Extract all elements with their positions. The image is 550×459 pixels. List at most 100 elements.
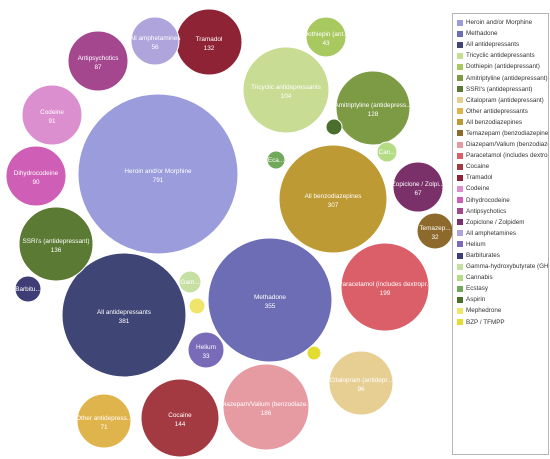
bubble-bzp[interactable] (306, 345, 322, 361)
bubble-circle-cannabis[interactable] (376, 141, 398, 163)
bubble-circle-tricyclic[interactable] (242, 46, 330, 134)
legend-item-codeine[interactable]: Codeine (457, 183, 548, 194)
legend-label-amitriptyline: Amitriptyline (antidepressant) (466, 74, 548, 82)
legend-label-ssri: SSRI's (antidepressant) (466, 85, 533, 93)
legend-item-dihydrocodeine[interactable]: Dihydrocodeine (457, 195, 548, 206)
legend-swatch-all_amphet (457, 230, 463, 237)
legend-swatch-dothiepin (457, 63, 463, 70)
bubble-cocaine[interactable]: Cocaine 144 (140, 378, 220, 458)
bubble-ghb[interactable]: Gam... (178, 270, 202, 294)
bubble-circle-all_amphet[interactable] (130, 16, 180, 66)
legend-swatch-mephedrone (457, 307, 463, 314)
legend-label-diazepam: Diazepam/Valium (benzodiazepine) (466, 141, 548, 149)
legend-item-barbiturates[interactable]: Barbiturates (457, 250, 548, 261)
legend-item-methadone[interactable]: Methadone (457, 28, 548, 39)
legend-item-zopiclone[interactable]: Zopiclone / Zolpidem (457, 217, 548, 228)
legend-item-amitriptyline[interactable]: Amitriptyline (antidepressant) (457, 72, 548, 83)
bubble-barbiturates[interactable]: Barbitu... (14, 275, 42, 303)
bubble-circle-paracetamol[interactable] (340, 242, 430, 332)
bubble-value-other_antidep: 71 (100, 424, 108, 431)
legend-item-citalopram[interactable]: Citalopram (antidepressant) (457, 95, 548, 106)
bubble-tricyclic[interactable]: Tricyclic antidepressants 104 (242, 46, 330, 134)
bubble-label-diazepam: Diazepam/Valium (benzodiaze... (220, 401, 312, 408)
bubble-circle-aspirin[interactable] (325, 118, 343, 136)
bubble-circle-bzp[interactable] (306, 345, 322, 361)
bubble-all_benzo[interactable]: All benzodiazepines 307 (278, 144, 388, 254)
bubble-methadone[interactable]: Methadone 355 (207, 237, 333, 363)
bubble-circle-antipsychotics[interactable] (67, 30, 129, 92)
legend-item-helium[interactable]: Helium (457, 239, 548, 250)
bubble-dihydrocodeine[interactable]: Dihydrocodeine 90 (5, 145, 67, 207)
bubble-circle-other_antidep[interactable] (76, 393, 132, 449)
bubble-other_antidep[interactable]: Other antidepress... 71 (76, 393, 132, 449)
legend-item-all_amphet[interactable]: All amphetamines (457, 228, 548, 239)
legend-item-tramadol[interactable]: Tramadol (457, 172, 548, 183)
legend-item-tricyclic[interactable]: Tricyclic antidepressants (457, 50, 548, 61)
legend-item-temazepam[interactable]: Temazepam (benzodiazepine) (457, 128, 548, 139)
bubble-circle-all_antidep[interactable] (61, 252, 187, 378)
bubble-dothiepin[interactable]: Dothiepin (ant... 43 (303, 16, 349, 58)
bubble-circle-zopiclone[interactable] (392, 161, 444, 213)
bubble-temazepam[interactable]: Temazep... 32 (416, 212, 454, 250)
legend-item-antipsychotics[interactable]: Antipsychotics (457, 206, 548, 217)
legend-item-cannabis[interactable]: Cannabis (457, 272, 548, 283)
legend-item-ssri[interactable]: SSRI's (antidepressant) (457, 84, 548, 95)
bubble-all_antidep[interactable]: All antidepressants 381 (61, 252, 187, 378)
legend-label-all_antidep: All antidepressants (466, 41, 520, 49)
bubble-citalopram[interactable]: Citalopram (antidepr... 96 (328, 350, 394, 416)
bubble-circle-dihydrocodeine[interactable] (5, 145, 67, 207)
bubble-circle-diazepam[interactable] (222, 363, 310, 451)
legend-item-bzp[interactable]: BZP / TFMPP (457, 317, 548, 328)
bubble-circle-ssri[interactable] (18, 206, 94, 282)
bubble-codeine[interactable]: Codeine 91 (21, 84, 83, 146)
bubble-circle-dothiepin[interactable] (305, 16, 347, 58)
bubble-ecstasy[interactable]: Eca... (266, 150, 286, 170)
legend-label-ghb: Gamma-hydroxybutyrate (GHB) (466, 263, 548, 271)
legend-item-ecstasy[interactable]: Ecstasy (457, 283, 548, 294)
legend-label-cocaine: Cocaine (466, 163, 490, 171)
bubble-helium[interactable]: Helium 33 (187, 331, 225, 369)
legend-item-cocaine[interactable]: Cocaine (457, 161, 548, 172)
bubble-circle-ghb[interactable] (178, 270, 202, 294)
legend-item-ghb[interactable]: Gamma-hydroxybutyrate (GHB) (457, 261, 548, 272)
bubble-ssri[interactable]: SSRi's (antidepressant) 136 (18, 206, 94, 282)
legend-item-mephedrone[interactable]: Mephedrone (457, 305, 548, 316)
legend-swatch-dihydrocodeine (457, 197, 463, 204)
bubble-tramadol[interactable]: Tramadol 132 (175, 8, 243, 76)
legend-label-tricyclic: Tricyclic antidepressants (466, 52, 535, 60)
legend-item-dothiepin[interactable]: Dothiepin (antidepressant) (457, 61, 548, 72)
bubble-circle-mephedrone[interactable] (188, 297, 206, 315)
bubble-paracetamol[interactable]: Paracetamol (includes dextropr... 199 (338, 242, 432, 332)
bubble-value-all_amphet: 56 (151, 44, 159, 51)
bubble-antipsychotics[interactable]: Antipsychotics 87 (67, 30, 129, 92)
bubble-all_amphet[interactable]: All amphetamines 56 (130, 16, 181, 66)
bubble-circle-amitriptyline[interactable] (335, 70, 411, 146)
bubble-circle-all_benzo[interactable] (278, 144, 388, 254)
legend-item-all_benzo[interactable]: All benzodiazepines (457, 117, 548, 128)
bubble-circle-ecstasy[interactable] (266, 150, 286, 170)
legend-swatch-ecstasy (457, 285, 463, 292)
bubble-cannabis[interactable]: Can... (376, 141, 398, 163)
legend-label-methadone: Methadone (466, 30, 498, 38)
bubble-circle-barbiturates[interactable] (14, 275, 42, 303)
legend-item-aspirin[interactable]: Aspirin (457, 294, 548, 305)
bubble-circle-heroin[interactable] (77, 93, 239, 255)
bubble-aspirin[interactable] (325, 118, 343, 136)
bubble-heroin[interactable]: Heroin and/or Morphine 791 (77, 93, 239, 255)
bubble-zopiclone[interactable]: Zopiclone / Zolpi... 67 (392, 161, 444, 213)
bubble-amitriptyline[interactable]: Amitriptyline (antidepress... 128 (334, 70, 412, 146)
bubble-mephedrone[interactable] (188, 297, 206, 315)
bubble-circle-cocaine[interactable] (140, 378, 220, 458)
legend-item-all_antidep[interactable]: All antidepressants (457, 39, 548, 50)
legend-item-other_antidep[interactable]: Other antidepressants (457, 106, 548, 117)
bubble-circle-methadone[interactable] (207, 237, 333, 363)
bubble-circle-helium[interactable] (187, 331, 225, 369)
legend-item-diazepam[interactable]: Diazepam/Valium (benzodiazepine) (457, 139, 548, 150)
bubble-circle-citalopram[interactable] (328, 350, 394, 416)
legend-swatch-all_benzo (457, 119, 463, 126)
legend-item-heroin[interactable]: Heroin and/or Morphine (457, 17, 548, 28)
legend-item-paracetamol[interactable]: Paracetamol (includes dextropropoxyphene… (457, 150, 548, 161)
bubble-circle-codeine[interactable] (21, 84, 83, 146)
bubble-diazepam[interactable]: Diazepam/Valium (benzodiaze... 186 (220, 363, 312, 451)
legend-label-codeine: Codeine (466, 185, 490, 193)
